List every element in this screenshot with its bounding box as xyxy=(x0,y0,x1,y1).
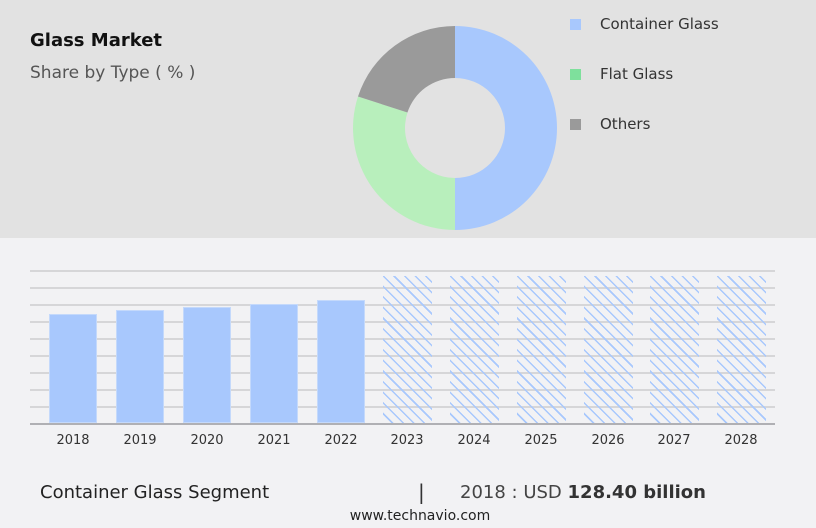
gridline xyxy=(30,270,775,272)
value-amount: 128.40 billion xyxy=(567,482,706,503)
x-tick-label: 2020 xyxy=(190,433,224,448)
x-tick-label: 2019 xyxy=(123,433,157,448)
bar-2019 xyxy=(116,310,164,423)
donut-chart xyxy=(353,26,557,230)
x-tick-label: 2028 xyxy=(724,433,758,448)
bar-2022 xyxy=(317,300,365,423)
bar-2027-forecast xyxy=(650,276,699,423)
bar-2024-forecast xyxy=(450,276,499,423)
bar-2028-forecast xyxy=(717,276,766,423)
bar-chart: 2018 2019 2020 2021 2022 2023 2024 2025 … xyxy=(0,238,816,448)
legend-swatch-icon xyxy=(570,69,581,80)
donut-slice-container-glass xyxy=(455,26,557,230)
x-tick-label: 2025 xyxy=(524,433,558,448)
segment-label: Container Glass Segment xyxy=(40,482,270,503)
x-tick-label: 2018 xyxy=(56,433,90,448)
bar-2020 xyxy=(183,307,231,423)
chart-subtitle: Share by Type ( % ) xyxy=(30,63,196,83)
chart-title: Glass Market xyxy=(30,30,163,51)
x-tick-label: 2023 xyxy=(390,433,424,448)
separator: | xyxy=(418,480,425,504)
website-link[interactable]: www.technavio.com xyxy=(349,508,491,524)
legend-swatch-icon xyxy=(570,119,581,130)
bar-2021 xyxy=(250,304,298,423)
donut-slice-flat-glass xyxy=(353,96,455,230)
bar-2018 xyxy=(49,314,97,423)
bar-2023-forecast xyxy=(383,276,432,423)
legend-swatch-icon xyxy=(570,19,581,30)
x-tick-label: 2024 xyxy=(457,433,491,448)
value-prefix: 2018 : USD xyxy=(460,482,562,503)
share-panel: Glass Market Share by Type ( % ) Contain… xyxy=(0,0,816,238)
x-axis xyxy=(30,423,775,425)
segment-value: 2018 : USD 128.40 billion xyxy=(460,482,706,503)
x-tick-label: 2027 xyxy=(657,433,691,448)
x-tick-label: 2021 xyxy=(257,433,291,448)
x-tick-label: 2022 xyxy=(324,433,358,448)
bar-2025-forecast xyxy=(517,276,566,423)
bar-2026-forecast xyxy=(584,276,633,423)
donut-slice-others xyxy=(358,26,455,113)
x-tick-label: 2026 xyxy=(591,433,625,448)
